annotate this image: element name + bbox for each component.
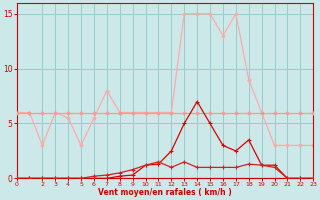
X-axis label: Vent moyen/en rafales ( km/h ): Vent moyen/en rafales ( km/h ) (98, 188, 232, 197)
